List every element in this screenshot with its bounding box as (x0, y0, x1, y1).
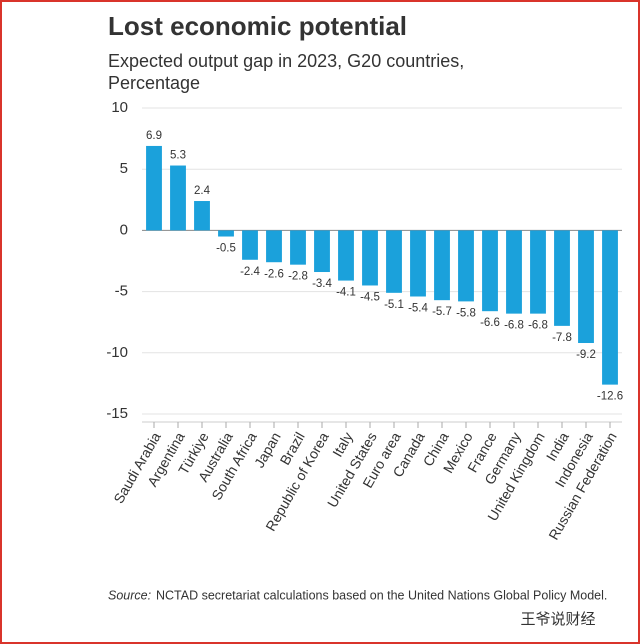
value-label: -5.8 (456, 307, 476, 319)
y-tick-label: -10 (106, 344, 128, 361)
source: NCTAD secretariat calculations based on … (156, 588, 607, 602)
bar (482, 230, 498, 312)
bar (434, 230, 450, 301)
value-label: -2.6 (264, 268, 284, 280)
watermark: 王爷说财经 (520, 611, 595, 628)
chart-subtitle: Percentage (108, 73, 200, 93)
bar (242, 230, 258, 260)
bar (554, 230, 570, 326)
value-label: -5.7 (432, 306, 452, 318)
value-label: -12.6 (597, 391, 623, 403)
y-tick-label: 5 (120, 160, 128, 177)
value-label: -5.4 (408, 303, 428, 315)
value-label: -2.8 (288, 271, 308, 283)
value-label: -7.8 (552, 332, 572, 344)
chart-subtitle: Expected output gap in 2023, G20 countri… (108, 51, 464, 71)
value-label: 5.3 (170, 150, 186, 162)
y-tick-label: -5 (115, 283, 128, 300)
value-label: -6.8 (528, 320, 548, 332)
value-label: -4.5 (360, 292, 380, 304)
bar (290, 230, 306, 265)
bar (314, 230, 330, 273)
y-tick-label: 10 (111, 99, 128, 116)
bar (506, 230, 522, 314)
bar (218, 230, 234, 237)
value-label: -4.1 (336, 287, 356, 299)
value-label: -0.5 (216, 243, 236, 255)
bar (146, 145, 162, 231)
value-label: 6.9 (146, 130, 162, 142)
value-label: -2.4 (240, 266, 260, 278)
bar (530, 230, 546, 314)
chart-title: Lost economic potential (108, 11, 407, 41)
bar (362, 230, 378, 286)
value-label: 2.4 (194, 185, 211, 197)
bar (578, 230, 594, 344)
y-tick-label: -15 (106, 405, 128, 422)
bar (194, 201, 210, 231)
bar (338, 230, 354, 281)
value-label: -3.4 (312, 278, 332, 290)
value-label: -5.1 (384, 299, 404, 311)
value-label: -6.6 (480, 317, 500, 329)
y-tick-label: 0 (120, 221, 128, 238)
source-label: Source: (108, 588, 151, 602)
bar (602, 230, 618, 385)
value-label: -6.8 (504, 320, 524, 332)
bar (170, 165, 186, 231)
bar (458, 230, 474, 302)
bar (266, 230, 282, 263)
bar (386, 230, 402, 293)
bar (410, 230, 426, 297)
value-label: -9.2 (576, 349, 596, 361)
